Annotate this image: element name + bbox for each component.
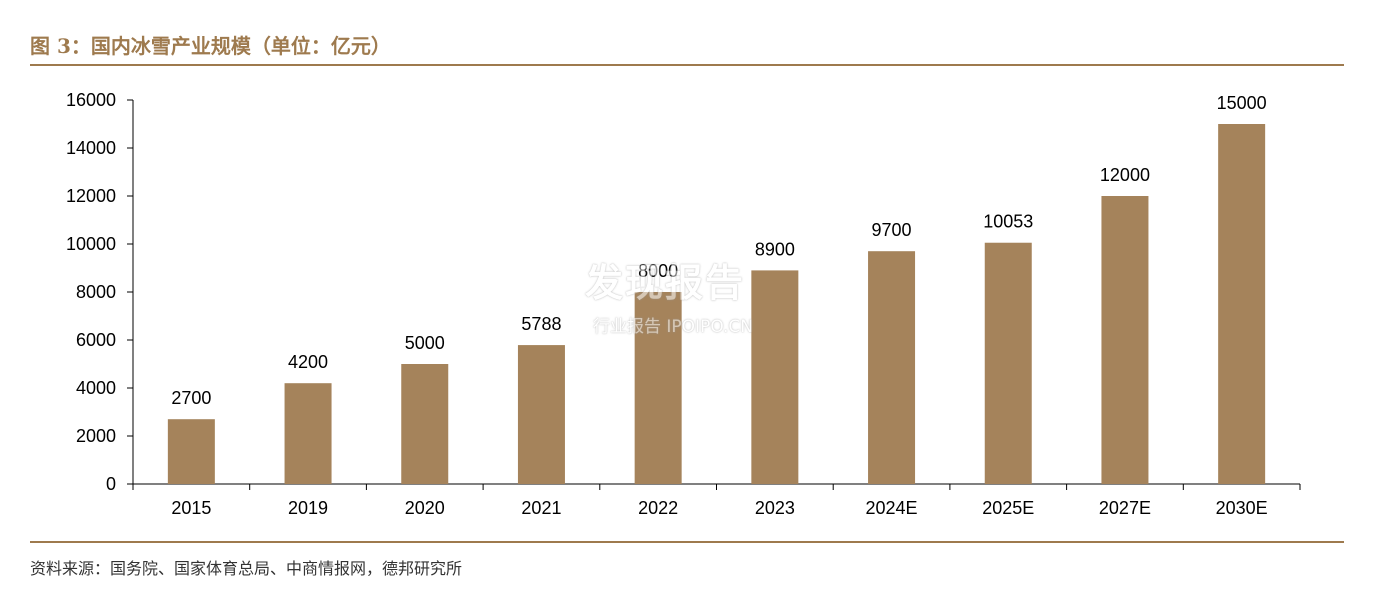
data-labels: 2700 4200 5000 5788 8000 8900 9700 10053 12000 15… bbox=[171, 93, 1266, 408]
x-tick-label: 2022 bbox=[638, 498, 678, 518]
top-rule bbox=[30, 64, 1344, 66]
bar-2023 bbox=[751, 270, 799, 484]
y-tick-label: 6000 bbox=[76, 330, 116, 350]
x-tick-label: 2021 bbox=[521, 498, 561, 518]
x-tick-label: 2023 bbox=[755, 498, 795, 518]
bar-2024E bbox=[868, 251, 916, 484]
y-tick-label: 2000 bbox=[76, 426, 116, 446]
bar-2015 bbox=[167, 419, 215, 484]
data-label-2027E: 12000 bbox=[1100, 165, 1150, 185]
bar-2022 bbox=[634, 292, 682, 484]
data-label-2022: 8000 bbox=[638, 261, 678, 281]
bottom-rule bbox=[30, 541, 1344, 543]
y-tick-label: 0 bbox=[106, 474, 116, 494]
bar-2019 bbox=[284, 383, 332, 484]
x-tick-label: 2020 bbox=[405, 498, 445, 518]
x-axis: 2015 2019 2020 2021 2022 2023 2024E 2025E 2027E 2… bbox=[132, 483, 1301, 518]
data-label-2023: 8900 bbox=[755, 239, 795, 259]
figure-title: 图 3：国内冰雪产业规模（单位：亿元） bbox=[30, 34, 391, 58]
data-label-2019: 4200 bbox=[288, 352, 328, 372]
y-tick-label: 12000 bbox=[66, 186, 116, 206]
x-tick-label: 2024E bbox=[866, 498, 918, 518]
y-tick-label: 4000 bbox=[76, 378, 116, 398]
x-tick-label: 2027E bbox=[1099, 498, 1151, 518]
source-note: 资料来源：国务院、国家体育总局、中商情报网，德邦研究所 bbox=[30, 559, 463, 578]
bar-2027E bbox=[1101, 196, 1149, 484]
x-tick-label: 2030E bbox=[1216, 498, 1268, 518]
y-axis: 0 2000 4000 6000 8000 10000 12000 14000 16000 bbox=[66, 90, 134, 494]
y-tick-label: 14000 bbox=[66, 138, 116, 158]
bar-2020 bbox=[401, 364, 449, 484]
bar-2025E bbox=[984, 242, 1032, 484]
x-tick-label: 2015 bbox=[171, 498, 211, 518]
bar-2021 bbox=[517, 345, 565, 484]
y-tick-label: 16000 bbox=[66, 90, 116, 110]
data-label-2025E: 10053 bbox=[983, 212, 1033, 232]
data-label-2021: 5788 bbox=[521, 314, 561, 334]
x-tick-label: 2025E bbox=[982, 498, 1034, 518]
data-label-2024E: 9700 bbox=[872, 220, 912, 240]
x-tick-label: 2019 bbox=[288, 498, 328, 518]
y-tick-label: 8000 bbox=[76, 282, 116, 302]
data-label-2020: 5000 bbox=[405, 333, 445, 353]
data-label-2015: 2700 bbox=[171, 388, 211, 408]
bar-2030E bbox=[1218, 124, 1266, 484]
data-label-2030E: 15000 bbox=[1217, 93, 1267, 113]
bars bbox=[167, 124, 1266, 484]
y-tick-label: 10000 bbox=[66, 234, 116, 254]
